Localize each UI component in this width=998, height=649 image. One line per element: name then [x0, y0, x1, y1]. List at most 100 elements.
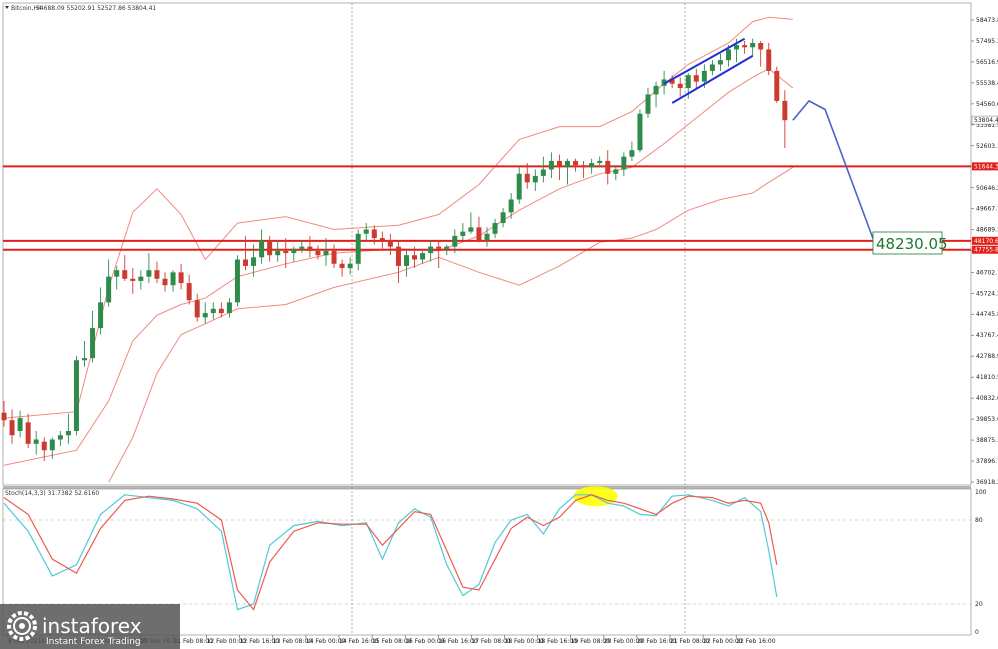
candle-body — [516, 173, 522, 200]
candle-body — [717, 60, 723, 65]
stochastic-panel — [2, 488, 972, 636]
level-price-box — [972, 245, 998, 254]
candle-body — [283, 250, 289, 254]
candle-body — [524, 173, 530, 183]
candle-body — [621, 156, 627, 170]
level-price-label: 51644.34 — [974, 163, 998, 170]
candle-body — [146, 270, 152, 277]
candle-body — [766, 49, 772, 71]
candle-body — [693, 75, 699, 82]
candle-body — [226, 302, 232, 314]
candle-body — [218, 308, 224, 314]
candle-body — [1, 412, 7, 421]
price-tick-label: 38875.15 — [976, 437, 998, 444]
candle-body — [331, 250, 337, 264]
candle-body — [162, 278, 168, 286]
candle-body — [379, 238, 385, 241]
price-tick-label: 44745.85 — [976, 311, 998, 318]
price-tick-label: 36918.25 — [976, 479, 998, 486]
price-tick-label: 46702.75 — [976, 269, 998, 276]
panel-splitter[interactable] — [3, 486, 971, 489]
candle-body — [323, 250, 329, 256]
time-tick-label: 18 Feb 00:00 — [505, 638, 545, 645]
candle-body — [452, 235, 458, 247]
band-upper-line — [3, 16, 793, 419]
channel-trendline[interactable] — [671, 55, 754, 104]
level-price-label: 48170.67 — [974, 238, 998, 245]
candle-body — [395, 246, 401, 266]
time-tick-label: 15 Feb 08:00 — [372, 638, 412, 645]
candle-body — [565, 160, 570, 168]
candle-body — [782, 100, 788, 121]
gear-icon — [7, 611, 37, 641]
candle-body — [291, 248, 297, 254]
price-tick-label: 37896.70 — [976, 458, 998, 465]
candle-body — [420, 253, 426, 260]
candle-body — [186, 283, 192, 301]
projection-path[interactable] — [792, 99, 875, 240]
candle-body — [412, 255, 418, 260]
candle-body — [734, 45, 740, 50]
current-price-box — [971, 115, 998, 125]
time-tick-label: 17 Feb 08:00 — [471, 638, 511, 645]
brand-name: instaforex — [42, 614, 142, 638]
price-tick-label: 55538.45 — [976, 80, 998, 87]
symbol-label: Bitcoin,H4 — [11, 5, 42, 12]
candle-body — [49, 439, 55, 451]
time-tick-label: 12 Feb 16:00 — [240, 638, 280, 645]
candle-body — [468, 227, 474, 232]
candle-body — [130, 278, 136, 281]
stochastic-tick-label: 20 — [975, 601, 983, 608]
brand-tagline: Instant Forex Trading — [46, 637, 141, 647]
candle-body — [492, 223, 498, 234]
level-price-label: 47755.82 — [974, 247, 998, 254]
candle-body — [428, 246, 434, 254]
drawings[interactable] — [663, 37, 875, 240]
candle-body — [25, 422, 31, 444]
stochastic-main-line — [3, 494, 778, 611]
candle-body — [436, 246, 442, 249]
candle-body — [41, 441, 47, 451]
candle-body — [742, 45, 748, 48]
candle-body — [758, 43, 764, 50]
candle-body — [138, 276, 144, 281]
time-tick-label: 20 Feb 00:00 — [604, 638, 644, 645]
candle-body — [90, 328, 96, 359]
band-lower-line — [108, 166, 794, 483]
candle-body — [677, 83, 683, 89]
candle-body — [339, 263, 345, 269]
dropdown-arrow-icon[interactable] — [5, 6, 9, 9]
time-tick-label: 19 Feb 08:00 — [571, 638, 611, 645]
stochastic-signal-line — [3, 494, 778, 611]
price-tick-label: 54560.00 — [976, 101, 998, 108]
channel-trendline[interactable] — [663, 37, 746, 85]
price-tick-label: 41810.50 — [976, 374, 998, 381]
stochastic-label: Stoch(14,3,3) 31.7382 52.6160 — [5, 490, 99, 497]
candle-body — [669, 79, 675, 84]
current-price-label: 53804.41 — [974, 117, 998, 124]
candle-body — [597, 160, 603, 164]
candle-body — [500, 212, 506, 224]
candle-body — [106, 276, 112, 303]
stochastic-tick-label: 100 — [975, 489, 987, 496]
candle-body — [460, 231, 466, 236]
candle-body — [605, 160, 611, 174]
candle-body — [9, 420, 15, 436]
candle-body — [371, 229, 377, 239]
candle-body — [709, 64, 715, 71]
price-tick-label: 45724.30 — [976, 290, 998, 297]
price-tick-label: 53581.55 — [976, 122, 998, 129]
candle-body — [774, 70, 780, 101]
target-price-box[interactable]: 48230.05 — [872, 231, 948, 255]
candle-body — [484, 233, 490, 241]
candle-body — [98, 302, 104, 329]
candle-body — [17, 418, 23, 431]
candle-body — [178, 272, 184, 284]
time-tick-label: 16 Feb 00:00 — [405, 638, 445, 645]
candle-body — [73, 360, 79, 431]
price-tick-label: 52603.10 — [976, 143, 998, 150]
stochastic-lines — [3, 486, 971, 611]
stochastic-tick-label: 0 — [975, 629, 979, 636]
candle-body — [307, 246, 313, 251]
